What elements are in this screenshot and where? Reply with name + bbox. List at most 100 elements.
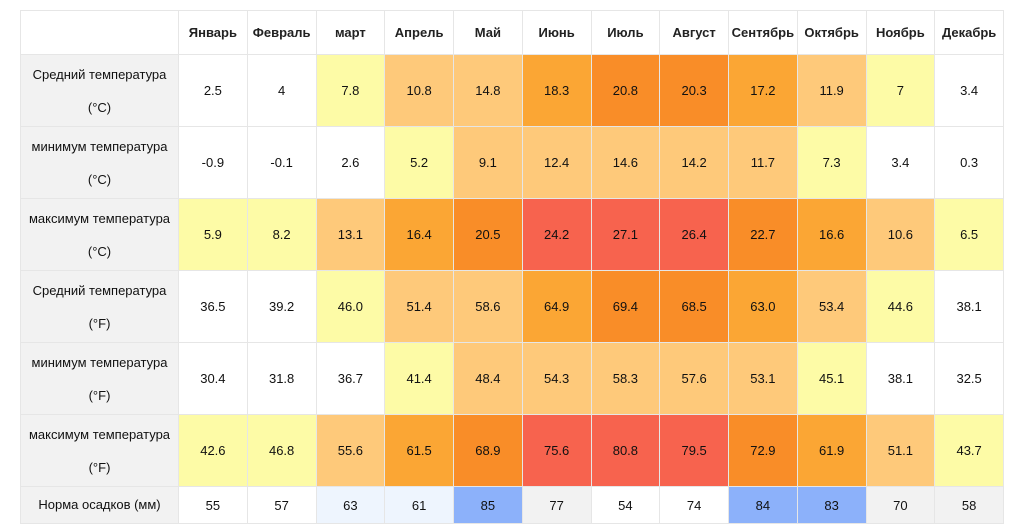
- month-header: Апрель: [385, 11, 454, 55]
- data-cell: 31.8: [247, 343, 317, 415]
- data-cell: 42.6: [179, 415, 248, 487]
- data-cell: 14.6: [591, 127, 661, 199]
- data-cell: 58: [935, 487, 1004, 524]
- data-cell: 68.9: [454, 415, 523, 487]
- data-cell: 55: [179, 487, 248, 524]
- month-header: Сентябрь: [729, 11, 798, 55]
- data-cell: 39.2: [247, 271, 317, 343]
- data-cell: 27.1: [591, 199, 661, 271]
- row-label: Норма осадков (мм): [21, 487, 179, 524]
- data-cell: -0.9: [179, 127, 248, 199]
- data-cell: 3.4: [935, 55, 1004, 127]
- data-cell: 7: [866, 55, 936, 127]
- data-cell: 53.1: [729, 343, 798, 415]
- data-cell: 85: [454, 487, 523, 524]
- data-cell: 38.1: [935, 271, 1004, 343]
- data-cell: 3.4: [866, 127, 936, 199]
- data-cell: 70: [866, 487, 936, 524]
- data-cell: 72.9: [729, 415, 798, 487]
- data-cell: 17.2: [729, 55, 798, 127]
- data-cell: 53.4: [797, 271, 867, 343]
- data-cell: 32.5: [935, 343, 1004, 415]
- data-cell: 36.7: [316, 343, 386, 415]
- table-row: Норма осадков (мм) 55 57 63 61 85 77 54 74 84 83 70…: [21, 487, 1004, 524]
- data-cell: 22.7: [729, 199, 798, 271]
- data-cell: 20.5: [454, 199, 523, 271]
- data-cell: 45.1: [797, 343, 867, 415]
- data-cell: 51.1: [866, 415, 936, 487]
- data-cell: 9.1: [454, 127, 523, 199]
- data-cell: 11.7: [729, 127, 798, 199]
- data-cell: 11.9: [797, 55, 867, 127]
- month-header: Май: [454, 11, 523, 55]
- data-cell: 74: [660, 487, 729, 524]
- data-cell: 36.5: [179, 271, 248, 343]
- month-header: Февраль: [247, 11, 317, 55]
- data-cell: 14.2: [660, 127, 729, 199]
- data-cell: 8.2: [247, 199, 317, 271]
- month-header: Январь: [179, 11, 248, 55]
- data-cell: 20.8: [591, 55, 661, 127]
- data-cell: 63: [316, 487, 386, 524]
- month-header: Ноябрь: [866, 11, 936, 55]
- data-cell: 7.3: [797, 127, 867, 199]
- data-cell: 7.8: [316, 55, 386, 127]
- table-row: минимум температура (°C) -0.9 -0.1 2.6 5.2 9.…: [21, 127, 1004, 199]
- data-cell: 58.6: [454, 271, 523, 343]
- month-header: Июль: [591, 11, 661, 55]
- data-cell: 5.2: [385, 127, 454, 199]
- data-cell: 2.5: [179, 55, 248, 127]
- month-header: Октябрь: [797, 11, 867, 55]
- data-cell: 24.2: [522, 199, 592, 271]
- data-cell: 77: [522, 487, 592, 524]
- month-header: Август: [660, 11, 729, 55]
- data-cell: 10.8: [385, 55, 454, 127]
- data-cell: 26.4: [660, 199, 729, 271]
- row-label: Средний температура (°F): [21, 271, 179, 343]
- corner-cell: [21, 11, 179, 55]
- row-label: максимум температура (°F): [21, 415, 179, 487]
- data-cell: 46.8: [247, 415, 317, 487]
- data-cell: 55.6: [316, 415, 386, 487]
- row-label: минимум температура (°F): [21, 343, 179, 415]
- month-header: март: [316, 11, 386, 55]
- row-label: максимум температура (°C): [21, 199, 179, 271]
- data-cell: 57.6: [660, 343, 729, 415]
- data-cell: 54.3: [522, 343, 592, 415]
- data-cell: 61: [385, 487, 454, 524]
- data-cell: 44.6: [866, 271, 936, 343]
- data-cell: 51.4: [385, 271, 454, 343]
- data-cell: 2.6: [316, 127, 386, 199]
- table-row: Средний температура (°C) 2.5 4 7.8 10.8 14.8 1…: [21, 55, 1004, 127]
- data-cell: 84: [729, 487, 798, 524]
- data-cell: 57: [247, 487, 317, 524]
- data-cell: 16.6: [797, 199, 867, 271]
- data-cell: 79.5: [660, 415, 729, 487]
- data-cell: 64.9: [522, 271, 592, 343]
- data-cell: 61.9: [797, 415, 867, 487]
- data-cell: 41.4: [385, 343, 454, 415]
- data-cell: 75.6: [522, 415, 592, 487]
- data-cell: 68.5: [660, 271, 729, 343]
- data-cell: 61.5: [385, 415, 454, 487]
- data-cell: 83: [797, 487, 867, 524]
- table-row: Средний температура (°F) 36.5 39.2 46.0 51.4…: [21, 271, 1004, 343]
- data-cell: 80.8: [591, 415, 661, 487]
- data-cell: 13.1: [316, 199, 386, 271]
- data-cell: 20.3: [660, 55, 729, 127]
- table-row: максимум температура (°C) 5.9 8.2 13.1 16.4 2…: [21, 199, 1004, 271]
- data-cell: 12.4: [522, 127, 592, 199]
- climate-table-container: Январь Февраль март Апрель Май Июнь Июль…: [20, 10, 1004, 524]
- header-row: Январь Февраль март Апрель Май Июнь Июль…: [21, 11, 1004, 55]
- data-cell: 63.0: [729, 271, 798, 343]
- data-cell: 0.3: [935, 127, 1004, 199]
- row-label: Средний температура (°C): [21, 55, 179, 127]
- data-cell: 38.1: [866, 343, 936, 415]
- data-cell: 16.4: [385, 199, 454, 271]
- climate-table: Январь Февраль март Апрель Май Июнь Июль…: [20, 10, 1004, 524]
- data-cell: 5.9: [179, 199, 248, 271]
- data-cell: 54: [591, 487, 661, 524]
- data-cell: 6.5: [935, 199, 1004, 271]
- table-row: минимум температура (°F) 30.4 31.8 36.7 41.4…: [21, 343, 1004, 415]
- data-cell: 10.6: [866, 199, 936, 271]
